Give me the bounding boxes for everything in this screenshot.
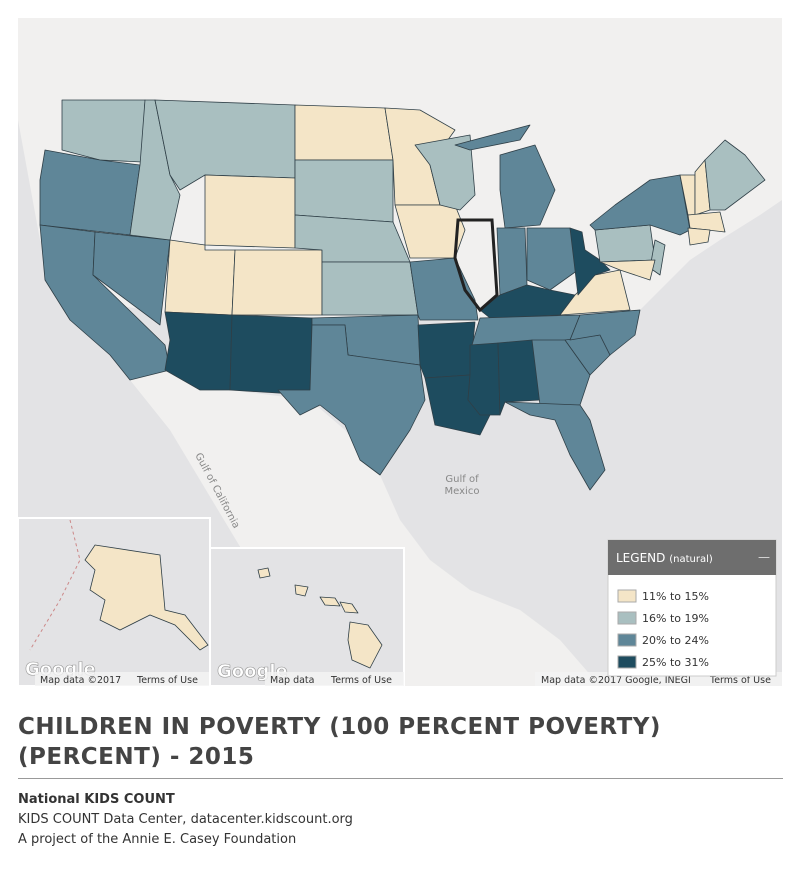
state[interactable] — [417, 321, 476, 379]
state[interactable] — [599, 259, 656, 281]
legend-swatch — [617, 611, 637, 625]
state[interactable] — [414, 134, 476, 211]
state[interactable] — [294, 584, 309, 597]
attribution-bar — [265, 672, 404, 686]
state[interactable] — [229, 314, 313, 396]
selected-state — [453, 218, 499, 313]
state[interactable] — [594, 224, 656, 263]
state[interactable] — [531, 339, 591, 406]
state[interactable] — [467, 342, 501, 416]
title: CHILDREN IN POVERTY (100 PERCENT POVERTY… — [18, 712, 783, 779]
land-mexico — [130, 370, 600, 686]
legend-header — [608, 540, 776, 575]
state[interactable] — [504, 401, 606, 491]
state[interactable] — [497, 339, 541, 416]
gulf-label: Gulf of — [445, 474, 479, 485]
state[interactable] — [569, 227, 611, 296]
terms-link[interactable]: Terms of Use — [709, 675, 771, 686]
attribution: Map data — [270, 675, 314, 686]
legend-label: 25% to 31% — [642, 656, 709, 669]
source-project: A project of the Annie E. Casey Foundati… — [18, 832, 297, 847]
state[interactable] — [231, 249, 323, 316]
state[interactable] — [61, 99, 146, 163]
legend-label: 11% to 15% — [642, 590, 709, 603]
state[interactable] — [257, 567, 271, 579]
state[interactable] — [687, 227, 711, 246]
state[interactable] — [347, 621, 383, 669]
legend-swatch — [617, 589, 637, 603]
legend-label: 16% to 19% — [642, 612, 709, 625]
state[interactable] — [569, 309, 641, 356]
gulf-label: Mexico — [445, 486, 480, 497]
state[interactable] — [84, 544, 209, 651]
state[interactable] — [319, 596, 341, 607]
state[interactable] — [499, 144, 556, 229]
legend-swatch — [617, 655, 637, 669]
state[interactable] — [526, 227, 579, 291]
boundary — [29, 519, 81, 651]
states — [39, 99, 766, 491]
state[interactable] — [294, 159, 394, 223]
source-site: KIDS COUNT Data Center, datacenter.kidsc… — [18, 812, 353, 827]
attribution: Map data ©2017 Google, INEGI — [541, 675, 691, 686]
hawaii — [257, 567, 383, 669]
attribution: Map data ©2017 — [40, 675, 121, 686]
state[interactable] — [339, 601, 359, 614]
state[interactable] — [277, 324, 426, 476]
terms-link[interactable]: Terms of Use — [330, 675, 392, 686]
collapse-button[interactable]: — — [758, 550, 770, 564]
attribution-bar — [35, 672, 210, 686]
state[interactable] — [704, 139, 766, 211]
state[interactable] — [294, 104, 394, 161]
state[interactable] — [164, 239, 236, 316]
legend-swatch — [617, 633, 637, 647]
state[interactable] — [496, 227, 528, 296]
map: Gulf of California Gulf of Mexico Google… — [17, 18, 782, 687]
state[interactable] — [204, 174, 296, 249]
state[interactable] — [321, 261, 419, 316]
state[interactable] — [92, 231, 171, 326]
terms-link[interactable]: Terms of Use — [136, 675, 198, 686]
state[interactable] — [454, 124, 531, 151]
state[interactable] — [39, 149, 141, 236]
legend-label: 20% to 24% — [642, 634, 709, 647]
legend: LEGEND (natural) — 11% to 15% 16% to 19% 2… — [607, 539, 777, 677]
state[interactable] — [559, 269, 631, 316]
legend-title: LEGEND (natural) — [616, 551, 713, 565]
source-org: National KIDS COUNT — [18, 792, 175, 807]
state[interactable] — [687, 211, 726, 233]
